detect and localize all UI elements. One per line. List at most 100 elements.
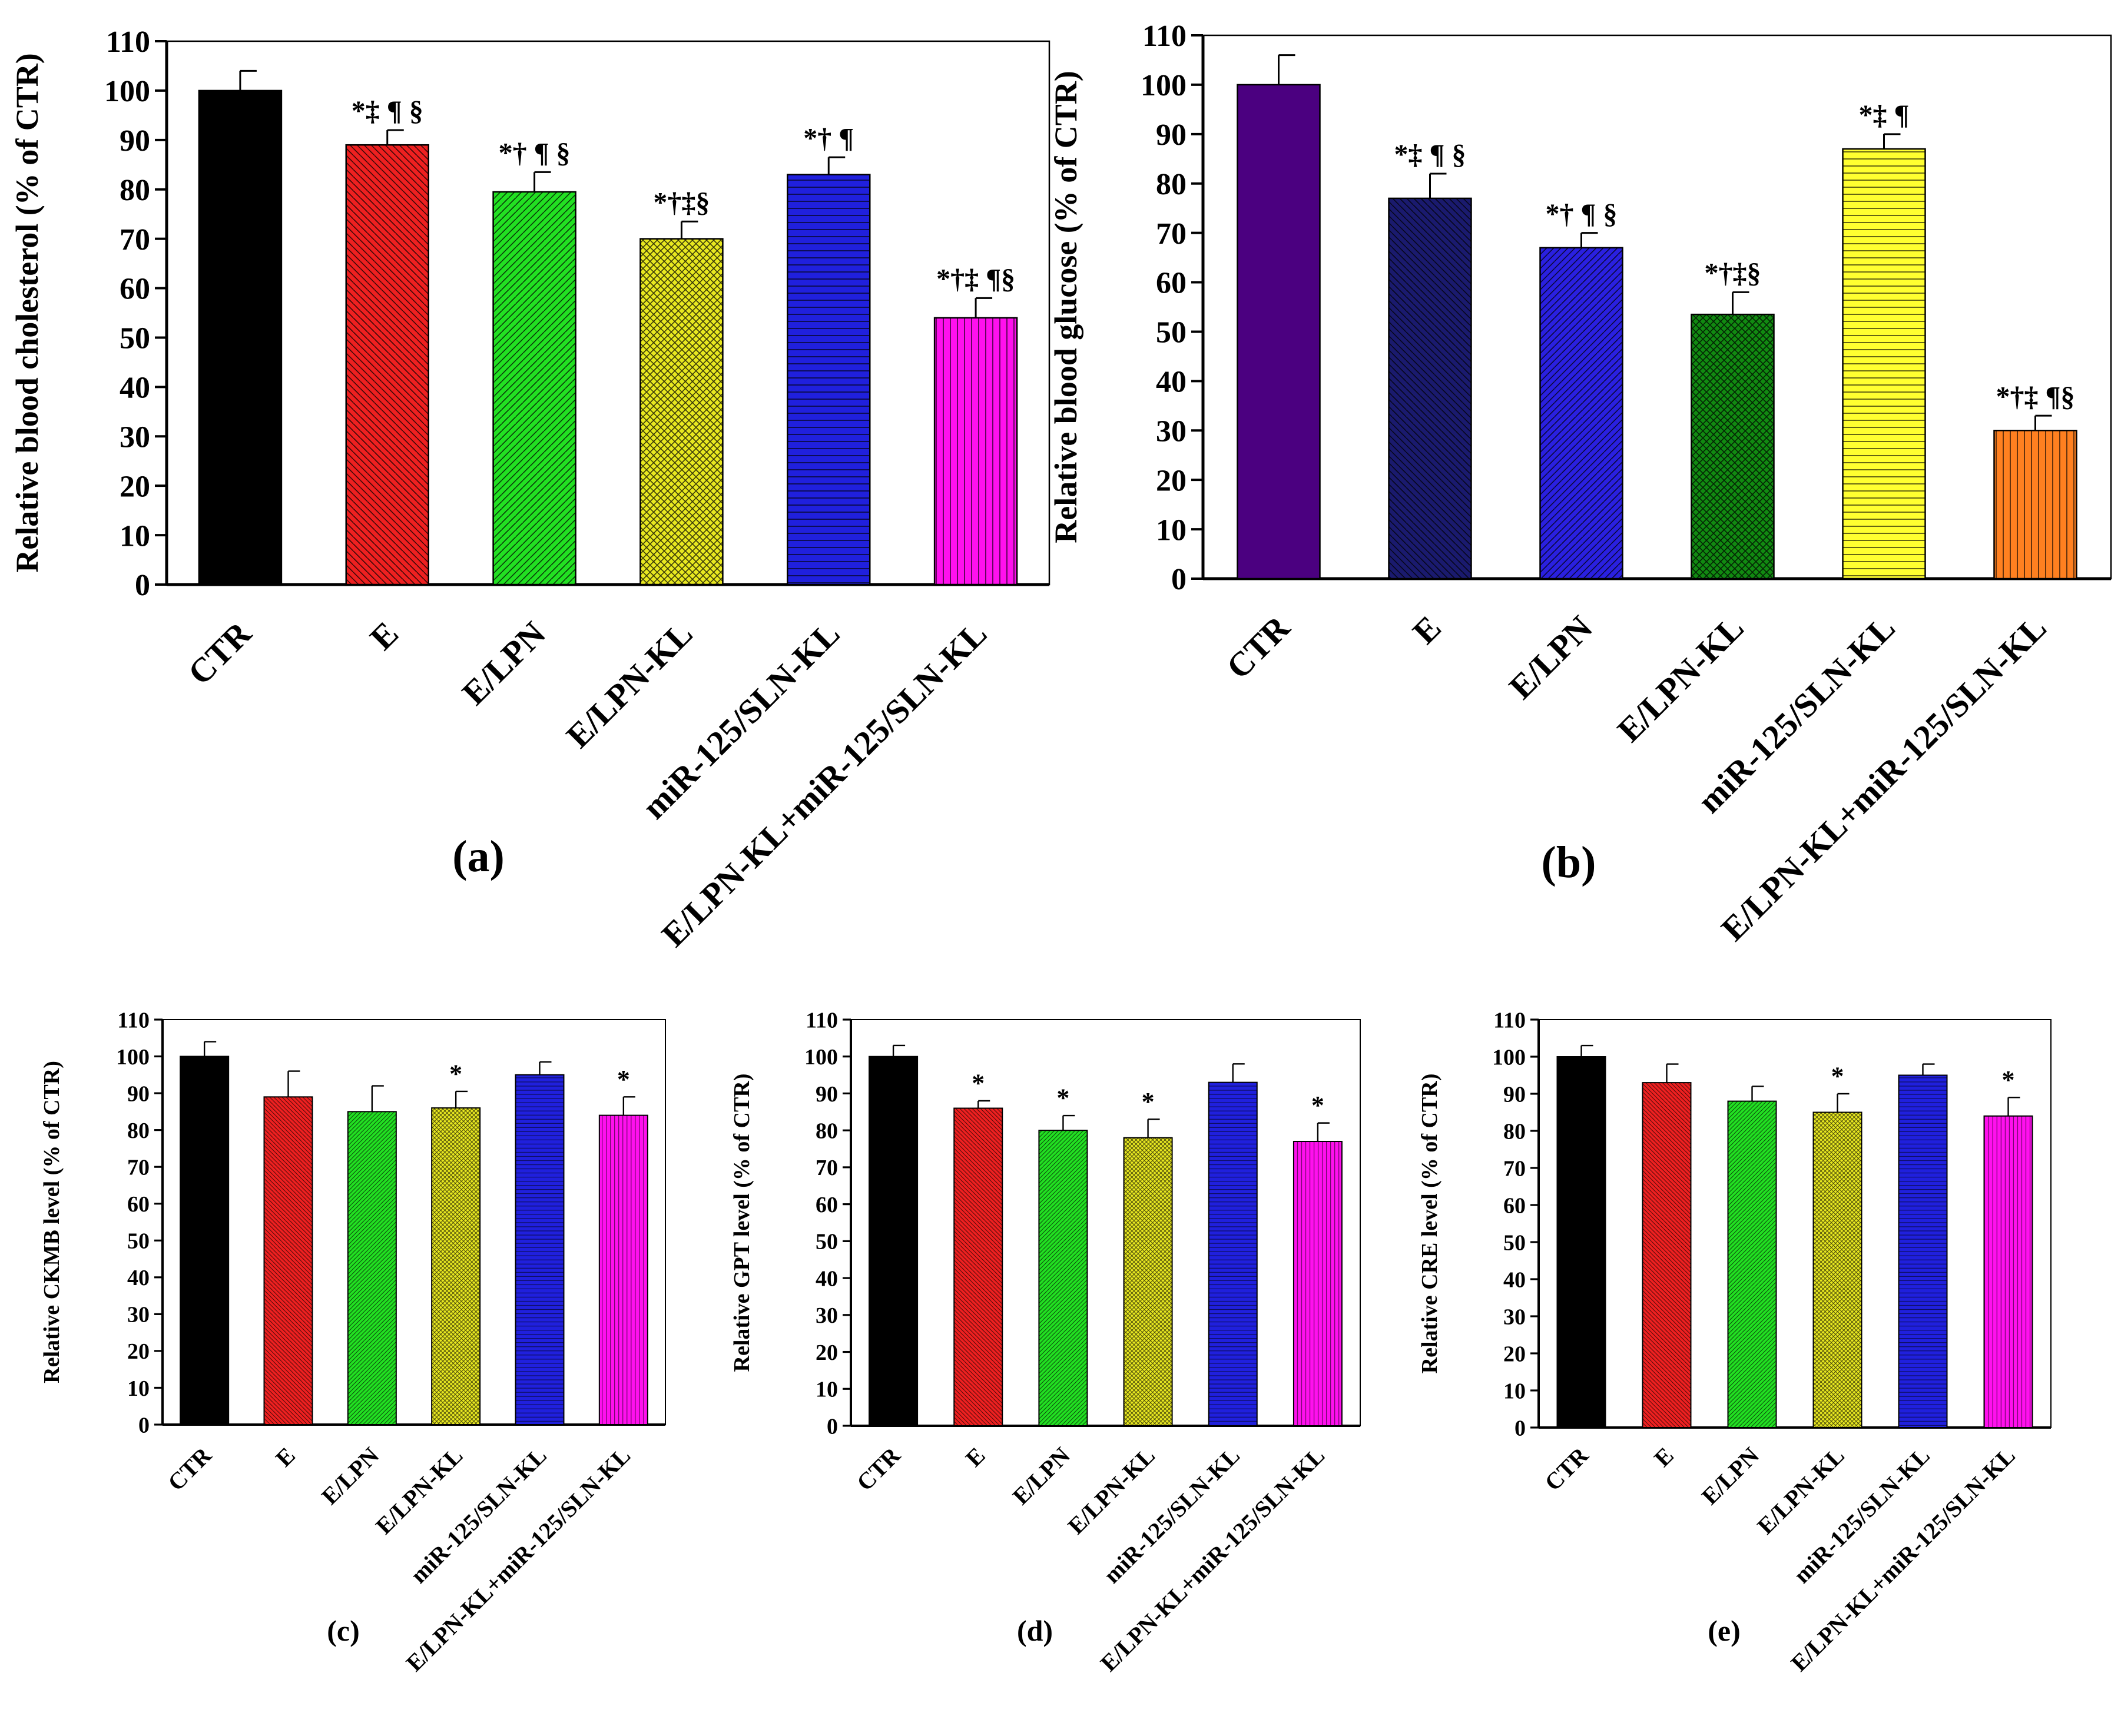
x-tick-label: CTR bbox=[1219, 608, 1297, 686]
x-tick-label: E bbox=[1649, 1442, 1679, 1472]
y-tick-label: 110 bbox=[1142, 19, 1187, 53]
panel-label: (d) bbox=[1017, 1614, 1053, 1647]
bar-ctr bbox=[1237, 84, 1321, 580]
y-tick-label: 20 bbox=[816, 1340, 838, 1365]
y-axis-title: Relative CRE level (% of CTR) bbox=[1417, 1074, 1442, 1374]
x-tick-label: E/LPN bbox=[455, 614, 553, 712]
y-tick-label: 0 bbox=[1514, 1416, 1526, 1440]
panel-label: (c) bbox=[327, 1614, 360, 1647]
y-axis-title: Relative CKMB level (% of CTR) bbox=[39, 1061, 64, 1383]
plot-frame bbox=[1538, 1019, 2052, 1428]
x-tick-label: E bbox=[270, 1442, 300, 1472]
y-tick-label: 0 bbox=[138, 1413, 150, 1438]
plot-frame bbox=[1202, 34, 2112, 580]
significance-marker: *† ¶ § bbox=[1546, 198, 1618, 230]
y-tick-label: 80 bbox=[816, 1118, 838, 1143]
y-tick-label: 110 bbox=[1493, 1008, 1526, 1033]
significance-marker: *†‡§ bbox=[1705, 258, 1761, 289]
y-tick-label: 50 bbox=[1156, 316, 1187, 350]
significance-marker: * bbox=[449, 1060, 462, 1088]
y-tick-label: 30 bbox=[1503, 1305, 1526, 1329]
plot-frame bbox=[162, 1019, 666, 1425]
y-tick-label: 70 bbox=[816, 1156, 838, 1180]
x-tick-label: E bbox=[363, 614, 406, 657]
y-tick-label: 100 bbox=[1492, 1045, 1526, 1070]
y-tick-label: 80 bbox=[1503, 1119, 1526, 1144]
x-tick-label: E/LPN bbox=[1696, 1442, 1764, 1509]
y-tick-label: 40 bbox=[1156, 366, 1187, 399]
significance-marker: * bbox=[972, 1069, 985, 1098]
y-tick-label: 10 bbox=[1503, 1379, 1526, 1403]
y-axis-title: Relative blood glucose (% of CTR) bbox=[1048, 71, 1083, 543]
panel-label: (e) bbox=[1708, 1614, 1741, 1647]
y-tick-label: 70 bbox=[127, 1155, 150, 1180]
y-tick-label: 30 bbox=[120, 420, 150, 454]
bar-e-lpn-kl-mir-125-sln-kl bbox=[1993, 430, 2077, 580]
y-tick-label: 100 bbox=[804, 1045, 838, 1070]
y-tick-label: 100 bbox=[104, 75, 150, 108]
bar-e-lpn-kl bbox=[1691, 313, 1775, 580]
y-tick-label: 110 bbox=[806, 1008, 838, 1033]
panel-label: (b) bbox=[1542, 838, 1596, 887]
y-tick-label: 70 bbox=[1156, 217, 1187, 251]
significance-marker: *†‡ ¶§ bbox=[936, 264, 1015, 295]
y-tick-label: 80 bbox=[1156, 168, 1187, 201]
y-tick-label: 90 bbox=[120, 124, 150, 158]
y-tick-label: 90 bbox=[1156, 118, 1187, 152]
bar-ctr bbox=[1556, 1056, 1606, 1428]
y-tick-label: 10 bbox=[1156, 513, 1187, 547]
x-tick-label: E/LPN-KL bbox=[1610, 608, 1751, 749]
bar-mir-125-sln-kl bbox=[1898, 1074, 1948, 1428]
y-tick-label: 0 bbox=[827, 1414, 838, 1439]
y-tick-label: 60 bbox=[1503, 1193, 1526, 1218]
y-tick-label: 60 bbox=[1156, 267, 1187, 300]
y-tick-label: 0 bbox=[135, 569, 150, 602]
significance-marker: * bbox=[617, 1065, 630, 1094]
bar-ctr bbox=[869, 1055, 919, 1426]
y-tick-label: 110 bbox=[117, 1008, 150, 1033]
y-tick-label: 10 bbox=[816, 1377, 838, 1402]
bar-e-lpn-kl-mir-125-sln-kl bbox=[1983, 1115, 2033, 1429]
significance-marker: * bbox=[1142, 1087, 1155, 1116]
y-tick-label: 40 bbox=[1503, 1267, 1526, 1292]
y-tick-label: 10 bbox=[127, 1376, 150, 1401]
significance-marker: *‡ ¶ § bbox=[352, 95, 423, 127]
x-tick-label: CTR bbox=[163, 1442, 217, 1496]
x-tick-label: CTR bbox=[851, 1442, 906, 1496]
x-tick-label: E bbox=[960, 1442, 990, 1472]
y-tick-label: 50 bbox=[1503, 1230, 1526, 1255]
y-tick-label: 40 bbox=[127, 1266, 150, 1290]
bar-mir-125-sln-kl bbox=[1208, 1081, 1258, 1426]
y-tick-label: 50 bbox=[816, 1230, 838, 1254]
y-tick-label: 80 bbox=[120, 174, 150, 207]
significance-marker: *†‡§ bbox=[653, 187, 710, 218]
significance-marker: * bbox=[1056, 1084, 1069, 1113]
bar-e-lpn-kl-mir-125-sln-kl bbox=[1293, 1141, 1343, 1426]
chart-panel-a: 0 10 20 30 40 50 60 70 80 90 100 110 Relative blood … bbox=[9, 25, 1050, 954]
x-tick-label: E bbox=[1405, 608, 1448, 651]
bar-mir-125-sln-kl bbox=[787, 174, 871, 586]
chart-panel-c: 0 10 20 30 40 50 60 70 80 90 100 110 Relative CKMB l… bbox=[39, 1008, 666, 1677]
y-tick-label: 80 bbox=[127, 1118, 150, 1143]
x-tick-label: E/LPN-KL bbox=[559, 614, 700, 755]
y-tick-label: 90 bbox=[816, 1082, 838, 1107]
y-tick-label: 60 bbox=[816, 1193, 838, 1217]
x-tick-label: E/LPN-KL+miR-125/SLN-KL bbox=[654, 614, 994, 954]
y-tick-label: 60 bbox=[120, 273, 150, 306]
bar-e bbox=[953, 1107, 1003, 1426]
y-tick-label: 50 bbox=[120, 322, 150, 356]
bar-e-lpn bbox=[1539, 247, 1623, 580]
y-tick-label: 20 bbox=[1156, 464, 1187, 497]
y-axis-title: Relative blood cholesterol (% of CTR) bbox=[9, 53, 45, 572]
y-tick-label: 30 bbox=[127, 1303, 150, 1327]
x-tick-label: E/LPN bbox=[1502, 608, 1600, 706]
y-tick-label: 40 bbox=[120, 371, 150, 405]
x-tick-label: E/LPN bbox=[316, 1442, 384, 1509]
panel-label: (a) bbox=[452, 832, 505, 881]
bar-e-lpn bbox=[347, 1111, 397, 1425]
bar-ctr bbox=[180, 1055, 230, 1425]
y-tick-label: 60 bbox=[127, 1192, 150, 1217]
y-tick-label: 20 bbox=[127, 1339, 150, 1364]
x-tick-label: CTR bbox=[1539, 1442, 1593, 1496]
